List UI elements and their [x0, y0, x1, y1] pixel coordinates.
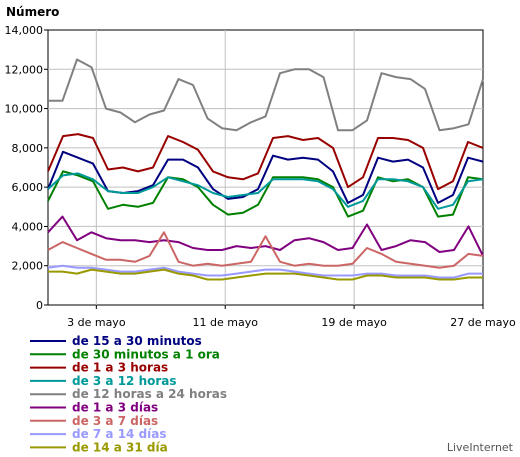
legend-label: de 1 a 3 días	[72, 401, 158, 415]
series-line	[47, 172, 484, 210]
y-tick-label: 0	[36, 299, 43, 312]
legend-label: de 14 a 31 día	[72, 440, 168, 454]
y-tick-label: 4,000	[12, 220, 44, 233]
x-tick-label: 11 de mayo	[193, 316, 259, 329]
x-tick-label: 3 de mayo	[67, 316, 126, 329]
series-line	[47, 170, 484, 218]
y-tick-label: 10,000	[5, 103, 44, 116]
y-tick-label: 12,000	[5, 63, 44, 76]
y-tick-label: 14,000	[5, 24, 44, 37]
credit-label: LiveInternet	[447, 441, 514, 454]
series-line	[47, 264, 483, 279]
gridlines	[48, 30, 483, 305]
series-line	[47, 231, 484, 269]
y-tick-label: 8,000	[12, 142, 44, 155]
legend-label: de 3 a 7 días	[72, 414, 158, 428]
axes: 0 2,000 4,000 6,000 8,000 10,000 12,000 14,000 3…	[5, 24, 516, 329]
legend-label: de 1 a 3 horas	[72, 361, 168, 375]
legend-label: de 12 horas a 24 horas	[72, 387, 227, 401]
legend-label: de 7 a 14 días	[72, 427, 167, 441]
y-tick-label: 6,000	[12, 181, 44, 194]
y-tick-label: 2,000	[12, 260, 44, 273]
y-axis-label: Número	[6, 5, 59, 19]
legend-label: de 30 minutos a 1 ora	[72, 347, 220, 361]
series-line	[48, 268, 483, 281]
series-line	[48, 58, 484, 132]
series-line	[47, 133, 484, 191]
series-line	[47, 215, 484, 257]
x-tick-label: 27 de mayo	[450, 316, 516, 329]
x-tick-label: 19 de mayo	[321, 316, 387, 329]
legend-label: de 15 a 30 minutos	[72, 334, 202, 348]
series-lines	[47, 58, 484, 281]
legend-label: de 3 a 12 horas	[72, 374, 177, 388]
